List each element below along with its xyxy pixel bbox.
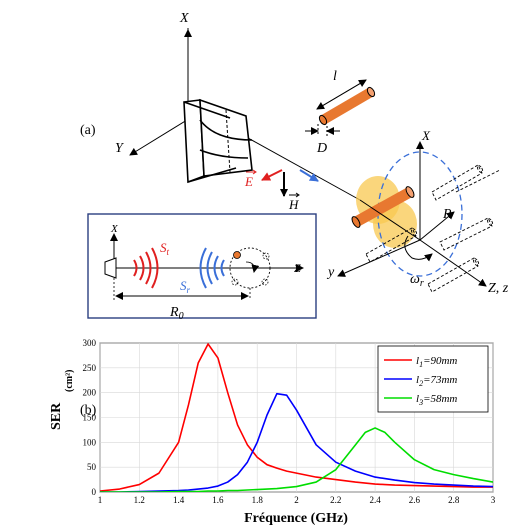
- panel-b-chart: (b) 1 1.2 1.4 1.6 1.8 2 2.2 2.4 2.6 2.8 3 0 50 100 150…: [49, 338, 496, 526]
- svg-text:X: X: [110, 223, 119, 235]
- svg-text:Z: Z: [294, 261, 301, 275]
- propagation-arrow: [299, 169, 319, 182]
- y-tick-label: 0: [92, 487, 97, 497]
- x-tick-label: 3: [491, 495, 496, 505]
- series-line-1: [100, 343, 493, 492]
- y-axis-label: Y: [115, 141, 125, 156]
- x-tick-label: 1.2: [134, 495, 145, 505]
- local-x-label: X: [421, 128, 431, 143]
- x-tick-label: 1.4: [173, 495, 185, 505]
- rod-dimension: l D: [305, 69, 376, 156]
- series-line-3: [100, 427, 493, 492]
- legend-label-2: l2=73mm: [416, 374, 457, 388]
- x-tick-label: 2: [294, 495, 299, 505]
- y-axis-title: SER: [49, 402, 64, 430]
- y-tick-label: 50: [87, 462, 97, 472]
- local-zz-label: Z, z: [488, 281, 509, 296]
- rotating-target: X y Z, z R ωr: [326, 128, 509, 296]
- legend-label-3: l3=58mm: [416, 393, 457, 407]
- radius-label: R: [442, 207, 452, 222]
- local-y-label: y: [326, 265, 335, 280]
- y-tick-label: 150: [83, 413, 97, 423]
- x-tick-label: 2.2: [330, 495, 341, 505]
- y-tick-label: 200: [83, 388, 97, 398]
- omega-label: ωr: [410, 272, 424, 289]
- transmit-waves: [133, 247, 159, 289]
- inset-diagram: Z X St Sr: [87, 213, 317, 322]
- x-tick-label: 1: [98, 495, 103, 505]
- rod-diameter-label: D: [316, 141, 327, 156]
- st-label: St: [160, 240, 170, 257]
- h-field-label: H: [288, 197, 299, 212]
- y-axis-unit: (cm²): [64, 370, 75, 392]
- legend: l1=90mm l2=73mm l3=58mm: [377, 345, 489, 413]
- x-tick-label: 1.6: [212, 495, 224, 505]
- y-tick-label: 100: [83, 437, 97, 447]
- e-field-arrow: [261, 169, 283, 181]
- r0-label: R0: [169, 305, 184, 322]
- panel-a-label: (a): [80, 123, 96, 138]
- x-tick-label: 2.4: [369, 495, 381, 505]
- receive-waves: [199, 247, 225, 289]
- sr-label: Sr: [180, 278, 191, 295]
- y-tick-label: 250: [83, 363, 97, 373]
- ticks: 1 1.2 1.4 1.6 1.8 2 2.2 2.4 2.6 2.8 3 0 50 100 150 200 2…: [83, 338, 496, 505]
- rod-length-label: l: [333, 69, 337, 84]
- x-tick-label: 1.8: [252, 495, 264, 505]
- propagation-line: [247, 137, 361, 201]
- x-axis-title: Fréquence (GHz): [244, 511, 348, 526]
- horn-antenna: [183, 98, 253, 184]
- legend-label-1: l1=90mm: [416, 355, 457, 369]
- panel-a-diagram: (a) X Y E H: [80, 11, 509, 322]
- series-lines: [100, 343, 493, 492]
- panel-b-label: (b): [80, 403, 97, 418]
- y-tick-label: 300: [83, 338, 97, 348]
- x-tick-label: 2.8: [448, 495, 460, 505]
- x-tick-label: 2.6: [409, 495, 421, 505]
- x-axis-label: X: [179, 11, 189, 26]
- e-field-label: E: [244, 174, 253, 189]
- series-line-2: [100, 392, 493, 492]
